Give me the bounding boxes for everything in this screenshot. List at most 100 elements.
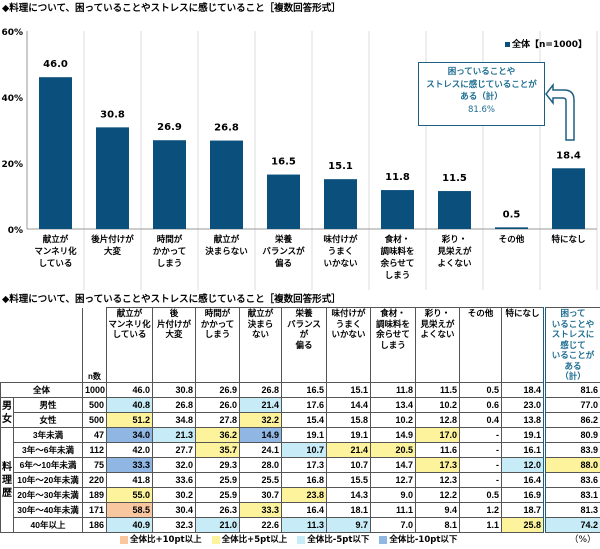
table-legend: 全体比+10pt以上 全体比+5pt以上 全体比-5pt以下 全体比-10pt以下 <box>110 534 457 546</box>
value-cell: 40.9 <box>106 517 153 533</box>
header-line: 彩り・ <box>424 308 451 319</box>
x-tick-label: 見栄えが <box>436 246 472 257</box>
value-cell: 10.7 <box>326 457 371 473</box>
value-cell: 19.1 <box>281 427 327 443</box>
x-tick-label: 時間が <box>157 234 183 245</box>
legend-label: 全体比-5pt以下 <box>307 535 370 545</box>
value-cell: 18.7 <box>501 502 545 518</box>
group-label: 料理歴 <box>0 427 14 533</box>
value-cell: 8.1 <box>415 517 460 533</box>
data-label: 30.8 <box>100 109 125 120</box>
header-row: n数 献立が マンネリ化 している後片付けが 大変 時間が かかって しまう 献立が 決まら ない栄… <box>0 307 600 383</box>
header-line: 調味料を <box>375 318 410 329</box>
legend-swatch <box>379 535 388 544</box>
value-cell: 27.7 <box>152 442 196 458</box>
header-line: 献立が <box>116 308 143 319</box>
table-row: 男女男性 500 40.8 26.8 26.0 21.4 17.6 14.4 13.4 10.2 0… <box>0 397 600 428</box>
value-cell: 25.9 <box>195 487 240 503</box>
n-cell: 220 <box>82 472 107 488</box>
unit-label: （%） <box>569 535 596 545</box>
table-row: 女性 500 51.2 34.8 27.8 32.2 15.4 15.8 10.2 12.8 0.4… <box>1 412 600 428</box>
value-cell: 11.5 <box>415 382 460 398</box>
value-cell: 41.8 <box>106 472 153 488</box>
header-line: 片付けが <box>156 318 191 329</box>
callout-value: 81.6% <box>467 104 495 115</box>
bar <box>381 190 414 229</box>
value-cell: - <box>459 472 502 488</box>
header-line: ストレスに <box>551 329 595 339</box>
header-line: 特になし <box>505 308 540 319</box>
header-line: 栄養 <box>295 308 313 319</box>
x-tick-label: その他 <box>499 234 525 245</box>
table-title: ◆料理について、困っていることやストレスに感じていること［複数回答形式］ <box>2 294 341 305</box>
bar <box>210 140 243 229</box>
value-cell: 19.1 <box>326 427 371 443</box>
value-cell: 21.3 <box>152 427 196 443</box>
table-footer: 全体比+10pt以上 全体比+5pt以上 全体比-5pt以下 全体比-10pt以下 （… <box>0 534 600 546</box>
value-cell: 9.0 <box>370 487 416 503</box>
x-tick-label: バランスが <box>262 246 305 257</box>
value-cell: - <box>459 457 502 473</box>
value-cell: 26.3 <box>195 502 240 518</box>
value-cell: 32.0 <box>152 457 196 473</box>
value-cell: 28.0 <box>239 457 282 473</box>
legend-label: 全体比+10pt以上 <box>130 535 202 545</box>
value-cell: 80.9 <box>543 427 600 443</box>
table-row: 6年～10年未満 75 33.3 32.0 29.3 28.0 17.3 10.7 14.7 17… <box>1 457 600 473</box>
value-cell: 1.1 <box>459 517 502 533</box>
n-cell: 186 <box>82 517 107 533</box>
value-cell: 32.2 <box>239 412 282 428</box>
value-cell: 26.0 <box>195 397 240 413</box>
header-line: その他 <box>467 308 494 319</box>
bar <box>153 140 186 229</box>
x-tick-label: 特になし <box>551 234 585 245</box>
n-header: n数 <box>82 307 107 383</box>
data-label: 11.5 <box>442 173 467 184</box>
header-line: 時間が <box>204 308 231 319</box>
value-cell: 74.2 <box>543 517 600 533</box>
header-line: いかない <box>331 329 366 339</box>
header-line: 献立が <box>247 308 274 319</box>
header-line: ある <box>564 360 582 371</box>
value-cell: 12.3 <box>415 472 460 488</box>
n-cell: 1000 <box>82 382 107 398</box>
value-cell: 12.7 <box>370 472 416 488</box>
data-label: 15.1 <box>328 161 353 172</box>
value-cell: 16.4 <box>281 502 327 518</box>
value-cell: 30.8 <box>152 382 196 398</box>
column-header: 献立が 決まら ない <box>239 307 282 383</box>
x-tick-label: かかって <box>153 247 187 257</box>
x-tick-label: よくない <box>437 259 471 269</box>
header-line: 感じて <box>560 339 586 350</box>
header-line: 味付けが <box>331 308 366 319</box>
value-cell: 16.9 <box>501 487 545 503</box>
row-label: 女性 <box>13 412 83 428</box>
value-cell: 36.2 <box>195 427 240 443</box>
value-cell: 11.1 <box>370 502 416 518</box>
group-char: 料 <box>2 461 12 473</box>
row-label: 10年～20年未満 <box>13 472 83 488</box>
n-cell: 171 <box>82 502 107 518</box>
data-label: 18.4 <box>556 150 581 161</box>
legend-swatch <box>505 42 510 47</box>
group-char: 歴 <box>2 487 12 499</box>
x-tick-label: 偏る <box>275 258 292 269</box>
value-cell: 83.9 <box>543 442 600 458</box>
value-cell: 30.2 <box>152 487 196 503</box>
header-line: 決まら <box>247 318 274 329</box>
callout-line: ストレスに感じていることが <box>426 79 537 90</box>
callout-line: ある（計） <box>460 92 503 102</box>
value-cell: 81.6 <box>543 382 600 398</box>
x-tick-label: 大変 <box>104 246 122 257</box>
data-label: 16.5 <box>271 157 296 168</box>
value-cell: 29.3 <box>195 457 240 473</box>
value-cell: 17.0 <box>415 427 460 443</box>
value-cell: 83.1 <box>543 487 600 503</box>
value-cell: 32.3 <box>152 517 196 533</box>
header-line: しまう <box>204 329 231 339</box>
n-cell: 75 <box>82 457 107 473</box>
value-cell: 16.4 <box>501 472 545 488</box>
header-line: いることや <box>551 318 595 329</box>
x-tick-label: 彩り・ <box>441 234 468 245</box>
